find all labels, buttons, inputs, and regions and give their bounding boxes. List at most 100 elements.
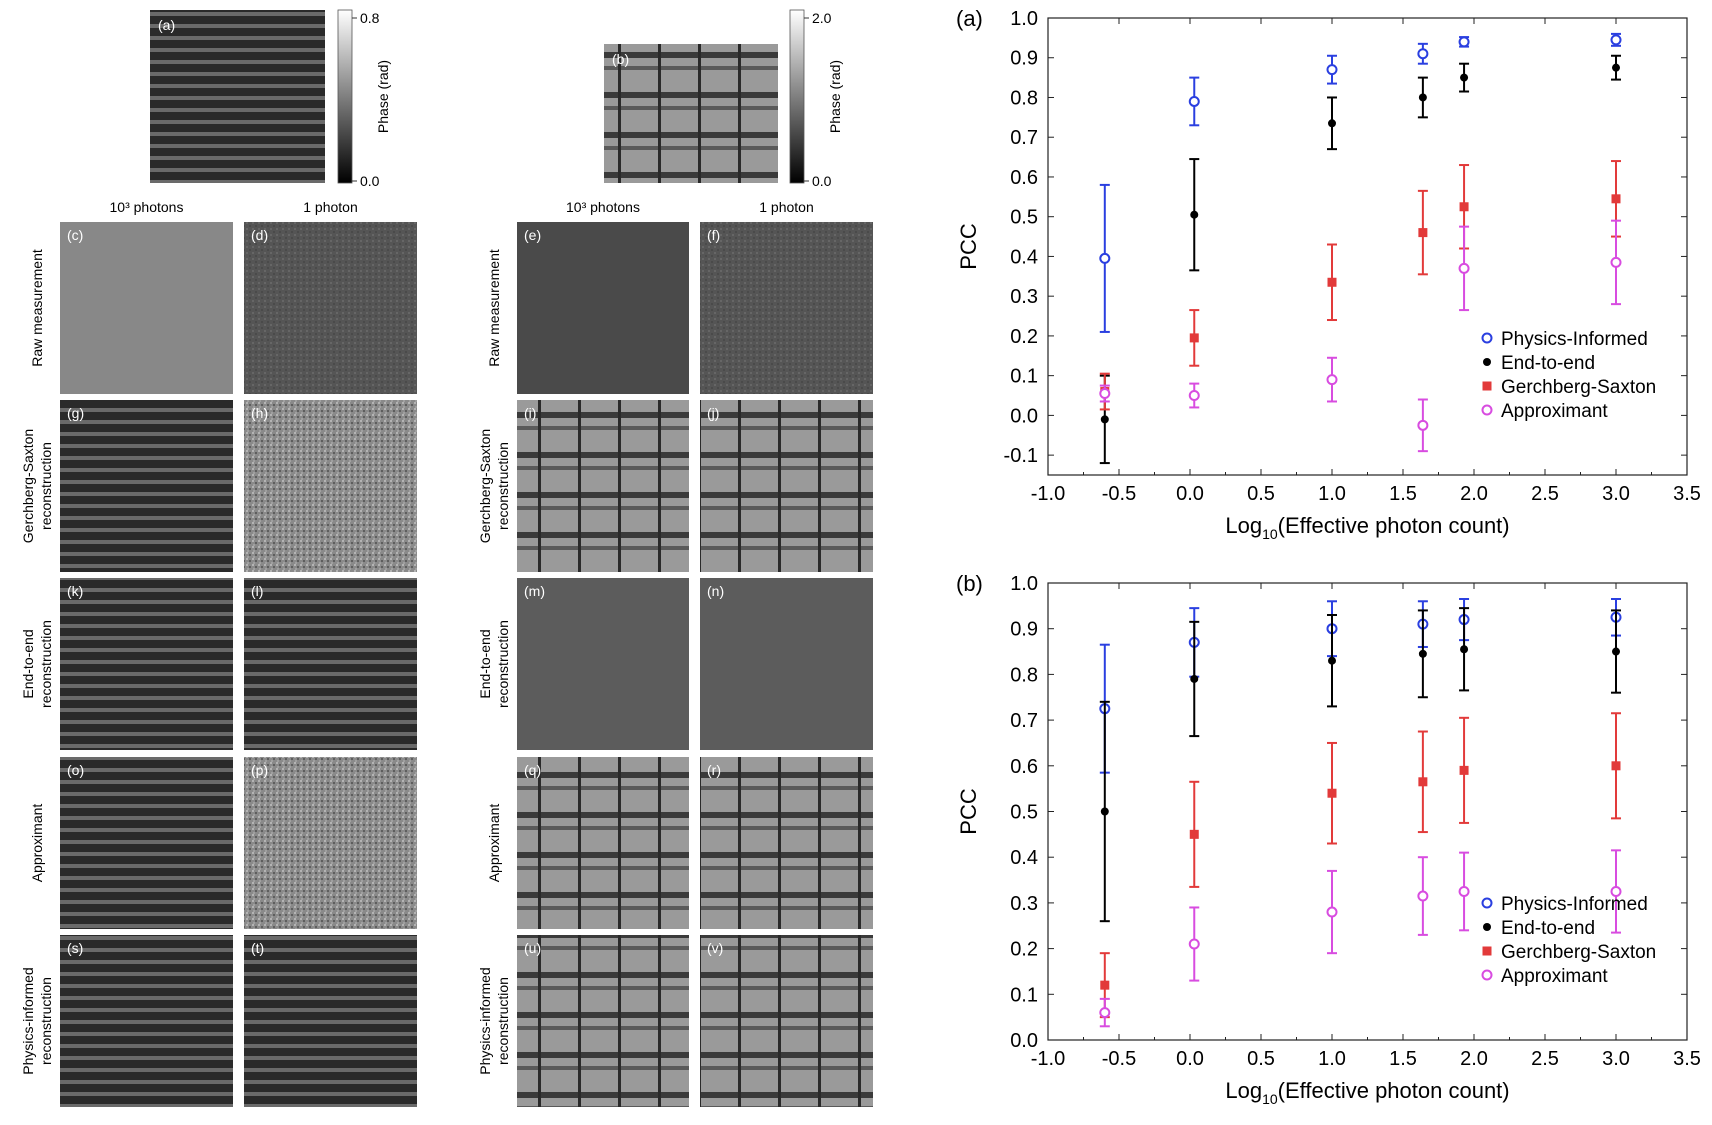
data-point-3 (1418, 93, 1427, 102)
reference-image-b (604, 44, 778, 183)
y-tick-label-10: 0.9 (1010, 48, 1038, 70)
data-point-1 (1189, 333, 1199, 343)
x-tick-label-8: 3.0 (1602, 483, 1630, 505)
legend-marker-3 (1481, 404, 1493, 416)
group-a-cell-(s) (60, 935, 233, 1107)
x-tick-label-3: 0.5 (1247, 1048, 1275, 1070)
group-a-row-label-0-0: Raw measurement (29, 249, 45, 367)
data-point-2 (1327, 788, 1337, 798)
colorbar-b-title: Phase (rad) (827, 60, 843, 133)
x-tick-label-0: -1.0 (1031, 1048, 1065, 1070)
group-a-row-label-1-0: Gerchberg-Saxton (20, 429, 36, 543)
group-b-cell-(q) (517, 757, 689, 929)
x-tick-label-4: 1.0 (1318, 1048, 1346, 1070)
data-point-4 (1460, 645, 1469, 654)
y-tick-label-10: 1.0 (1010, 573, 1038, 595)
data-point-4 (1459, 202, 1469, 212)
group-a-cell-label-(l): (l) (251, 583, 263, 599)
group-a-cell-(l) (244, 578, 417, 750)
data-point-1 (1188, 95, 1200, 107)
group-a-cell-(c) (60, 222, 233, 394)
y-tick-label-0: -0.1 (1004, 445, 1038, 467)
x-tick-label-0: -1.0 (1031, 483, 1065, 505)
group-b-cell-(e) (517, 222, 689, 394)
y-tick-label-5: 0.4 (1010, 246, 1038, 268)
group-b-row-label-1-0: Gerchberg-Saxton (477, 429, 493, 543)
data-point-2 (1328, 656, 1336, 665)
data-point-2 (1326, 374, 1338, 386)
group-b-cell-label-(m): (m) (524, 583, 545, 599)
x-axis-label: Log10(Effective photon count) (1225, 513, 1509, 542)
legend-label-3: Approximant (1501, 401, 1608, 422)
y-tick-label-3: 0.3 (1010, 893, 1038, 915)
chart-0: -1.0 -0.5 0.0 0.5 1.0 1.5 2.0 2.5 3.0 3.5 -0.1 0.0 0… (956, 6, 1701, 542)
image-panels: (a) 0.8 0.0 Phase (rad) (b) 2.0 0.0 Phase (rad)… (20, 9, 873, 1107)
series-3 (1099, 849, 1622, 1028)
y-tick-label-2: 0.1 (1010, 366, 1038, 388)
colorbar-a-min-label: 0.0 (360, 173, 380, 189)
data-point-2 (1326, 64, 1338, 76)
group-a-cell-label-(o): (o) (67, 762, 84, 778)
group-a-cell-(g) (60, 400, 233, 572)
legend-label-0: Physics-Informed (1501, 329, 1648, 350)
group-b-cell-label-(i): (i) (524, 405, 536, 421)
y-tick-label-4: 0.4 (1010, 847, 1038, 869)
legend-label-1: End-to-end (1501, 918, 1595, 939)
y-tick-label-0: 0.0 (1010, 1030, 1038, 1052)
group-b-cell-(v) (700, 935, 873, 1107)
group-b-row-label-1-1: reconstruction (495, 442, 511, 530)
group-a-row-label-3-0: Approximant (29, 804, 45, 883)
data-point-1 (1190, 674, 1199, 683)
legend-marker-1 (1483, 923, 1491, 931)
y-axis-label: PCC (956, 788, 981, 835)
y-tick-label-5: 0.5 (1010, 802, 1038, 824)
x-tick-label-4: 1.0 (1318, 483, 1346, 505)
x-axis-label: Log10(Effective photon count) (1225, 1078, 1509, 1107)
data-point-0 (1100, 807, 1109, 816)
group-b-cell-(j) (700, 400, 873, 572)
group-b-row-label-2-1: reconstruction (495, 620, 511, 708)
x-tick-label-1: -0.5 (1102, 483, 1136, 505)
x-tick-label-2: 0.0 (1176, 483, 1204, 505)
legend-marker-3 (1481, 969, 1493, 981)
colorbar-a (337, 9, 353, 184)
group-b-row-label-4-0: Physics-informed (477, 967, 493, 1074)
legend-label-3: Approximant (1501, 966, 1608, 987)
data-point-0 (1100, 415, 1109, 424)
data-point-5 (1611, 194, 1621, 204)
y-tick-label-8: 0.7 (1010, 127, 1038, 149)
group-a-cell-label-(g): (g) (67, 405, 84, 421)
y-tick-label-9: 0.8 (1010, 87, 1038, 109)
reference-image-a-label: (a) (158, 17, 175, 33)
data-point-0 (1099, 388, 1111, 400)
x-tick-label-9: 3.5 (1673, 483, 1701, 505)
group-a-cell-(h) (244, 400, 417, 572)
group-a-cell-label-(t): (t) (251, 940, 264, 956)
data-point-2 (1328, 119, 1336, 128)
y-tick-label-4: 0.3 (1010, 286, 1038, 308)
colorbar-b-min-label: 0.0 (812, 173, 832, 189)
group-a-cell-(k) (60, 578, 233, 750)
group-a-row-label-2-0: End-to-end (20, 629, 36, 698)
colorbar-b-max-label: 2.0 (812, 10, 832, 26)
group-b-cell-label-(n): (n) (707, 583, 724, 599)
data-point-3 (1418, 649, 1427, 658)
group-b-cell-label-(f): (f) (707, 227, 720, 243)
x-axis-label-prefix: Log (1225, 513, 1262, 538)
data-point-1 (1190, 210, 1199, 219)
x-axis-label-subscript: 10 (1262, 526, 1278, 542)
legend-label-0: Physics-Informed (1501, 894, 1648, 915)
x-tick-label-2: 0.0 (1176, 1048, 1204, 1070)
group-b-row-label-0-0: Raw measurement (486, 249, 502, 367)
data-point-5 (1610, 885, 1622, 897)
data-point-4 (1458, 885, 1470, 897)
data-point-0 (1099, 252, 1111, 264)
group-b-cell-(m) (517, 578, 689, 750)
group-b-cell-label-(r): (r) (707, 762, 721, 778)
x-tick-label-1: -0.5 (1102, 1048, 1136, 1070)
colorbar-a-max-label: 0.8 (360, 10, 380, 26)
data-point-5 (1610, 256, 1622, 268)
chart-1: -1.0 -0.5 0.0 0.5 1.0 1.5 2.0 2.5 3.0 3.5 0.0 0.1 0.… (956, 571, 1701, 1107)
data-point-4 (1458, 262, 1470, 274)
legend-marker-1 (1483, 358, 1491, 366)
